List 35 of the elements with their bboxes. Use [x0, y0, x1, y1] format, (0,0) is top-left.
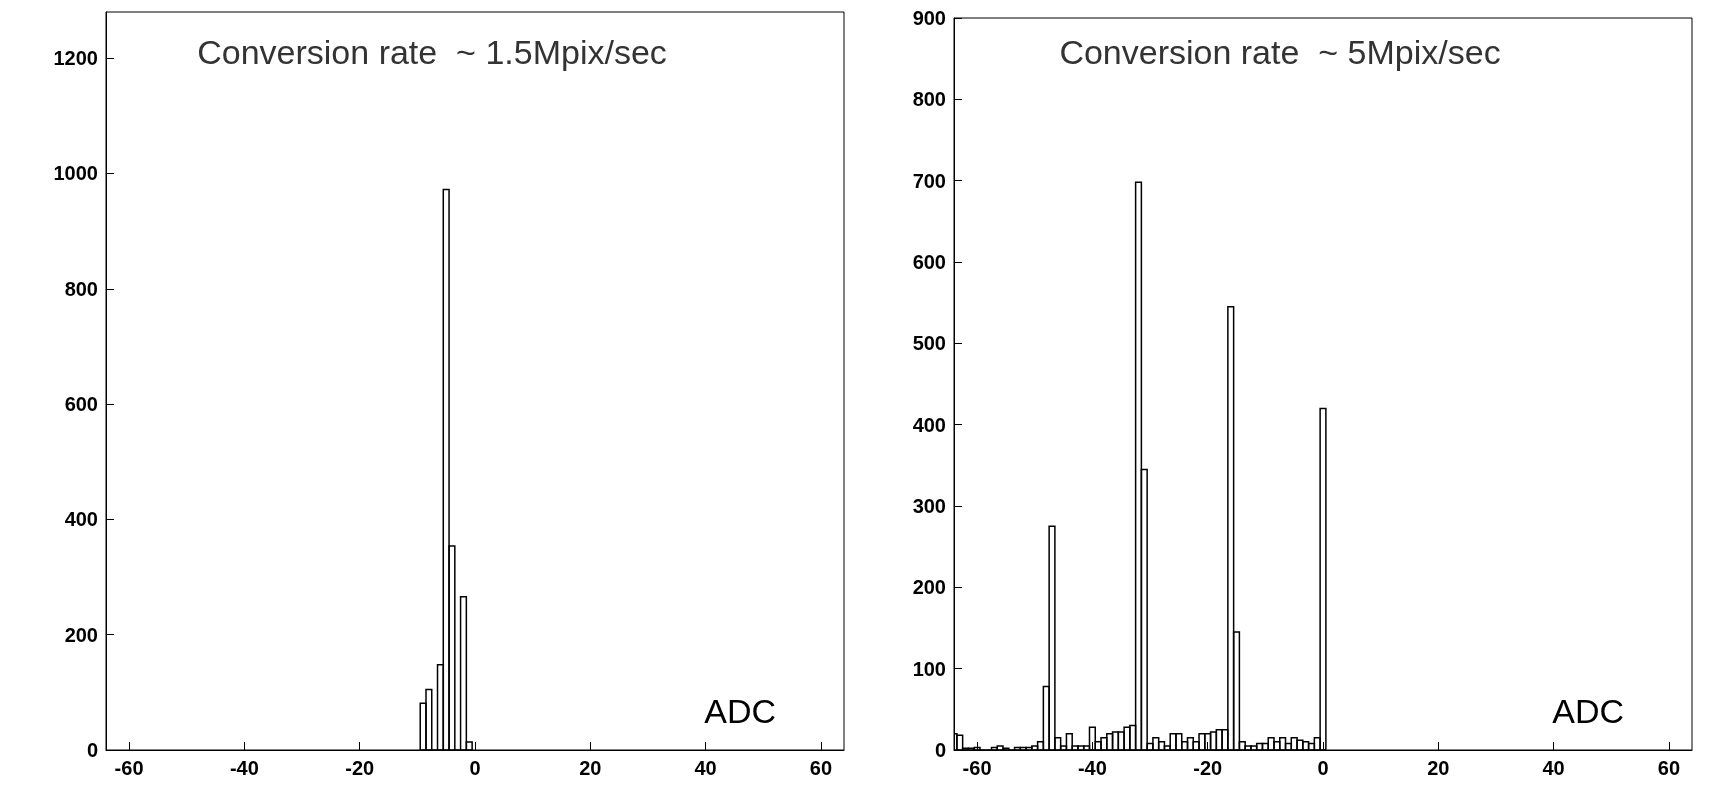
y-tick-label: 800 [912, 88, 946, 111]
y-tick-label: 900 [912, 7, 946, 29]
x-tick-label: -20 [1193, 757, 1223, 779]
y-tick-label: 700 [912, 169, 946, 192]
x-tick-label: 0 [1317, 757, 1329, 779]
y-tick-label: 300 [912, 495, 946, 517]
y-tick-label: 1200 [53, 47, 98, 70]
x-tick-label: 60 [1657, 757, 1681, 779]
x-tick-label: -40 [229, 757, 259, 779]
x-tick-label: -20 [345, 757, 375, 779]
x-tick-label: -60 [962, 757, 992, 779]
y-tick-label: 400 [912, 413, 946, 436]
y-tick-label: 0 [934, 739, 946, 761]
x-axis-title: ADC [1552, 692, 1625, 730]
x-tick-label: 40 [1542, 757, 1565, 779]
text: Conversion rate ~ 1.5Mpix/sec [197, 33, 667, 71]
x-tick-label: 20 [1427, 757, 1450, 779]
x-tick-label: 60 [809, 757, 833, 779]
y-tick-label: 0 [86, 739, 98, 761]
y-tick-label: 400 [64, 508, 98, 531]
y-tick-label: 500 [912, 332, 946, 355]
y-tick-label: 1000 [53, 162, 98, 185]
y-tick-label: 100 [912, 657, 946, 680]
y-tick-label: 800 [64, 277, 98, 300]
y-tick-label: 600 [912, 251, 946, 273]
chart-title: Conversion rate ~ 5Mpix/sec [1059, 33, 1501, 71]
x-axis-title: ADC [704, 692, 777, 730]
x-tick-label: -40 [1077, 757, 1107, 779]
y-tick-label: 600 [64, 393, 98, 416]
x-tick-label: 20 [579, 757, 602, 779]
x-tick-label: 0 [469, 757, 481, 779]
y-tick-label: 200 [912, 576, 946, 599]
x-tick-label: 40 [694, 757, 717, 779]
y-tick-label: 200 [64, 623, 98, 646]
x-tick-label: -60 [114, 757, 144, 779]
